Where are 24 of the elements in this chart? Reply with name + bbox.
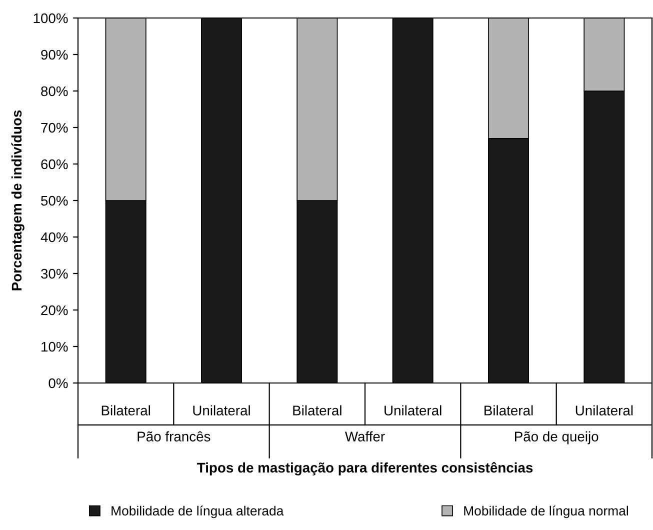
y-tick-label: 10% — [42, 342, 68, 352]
y-tick-label: 0% — [48, 378, 68, 388]
y-tick-label: 70% — [41, 122, 68, 133]
y-tick-label: 40% — [40, 232, 68, 242]
text: Waffer — [344, 431, 385, 442]
y-tick-label: 90% — [41, 50, 68, 60]
text: Pão francês — [138, 431, 210, 442]
y-tick-label: 60% — [41, 159, 68, 170]
x-tick-label: Unilateral — [384, 405, 442, 416]
x-tick-label: Bilateral — [102, 405, 150, 416]
legend-label: Mobilidade de língua alterada — [112, 506, 284, 518]
x-tick-label: Bilateral — [484, 405, 533, 416]
x-tick-label: Unilateral — [193, 405, 250, 416]
x-tick-label: Unilateral — [576, 405, 633, 416]
y-tick-label: 20% — [41, 305, 68, 316]
y-axis-title: Porcentagem de indivíduos — [11, 110, 24, 290]
x-tick-label: Bilateral — [293, 405, 342, 416]
y-tick-label: 30% — [41, 268, 68, 279]
y-tick-label: 100% — [34, 13, 68, 24]
legend-label: Mobilidade de língua normal — [464, 506, 628, 518]
y-tick-label: 50% — [41, 196, 68, 206]
x-axis-title: Tipos de mastigação para diferentes consistências — [197, 462, 533, 476]
y-tick-label: 80% — [41, 86, 68, 96]
text: Pão de queijo — [515, 431, 598, 444]
